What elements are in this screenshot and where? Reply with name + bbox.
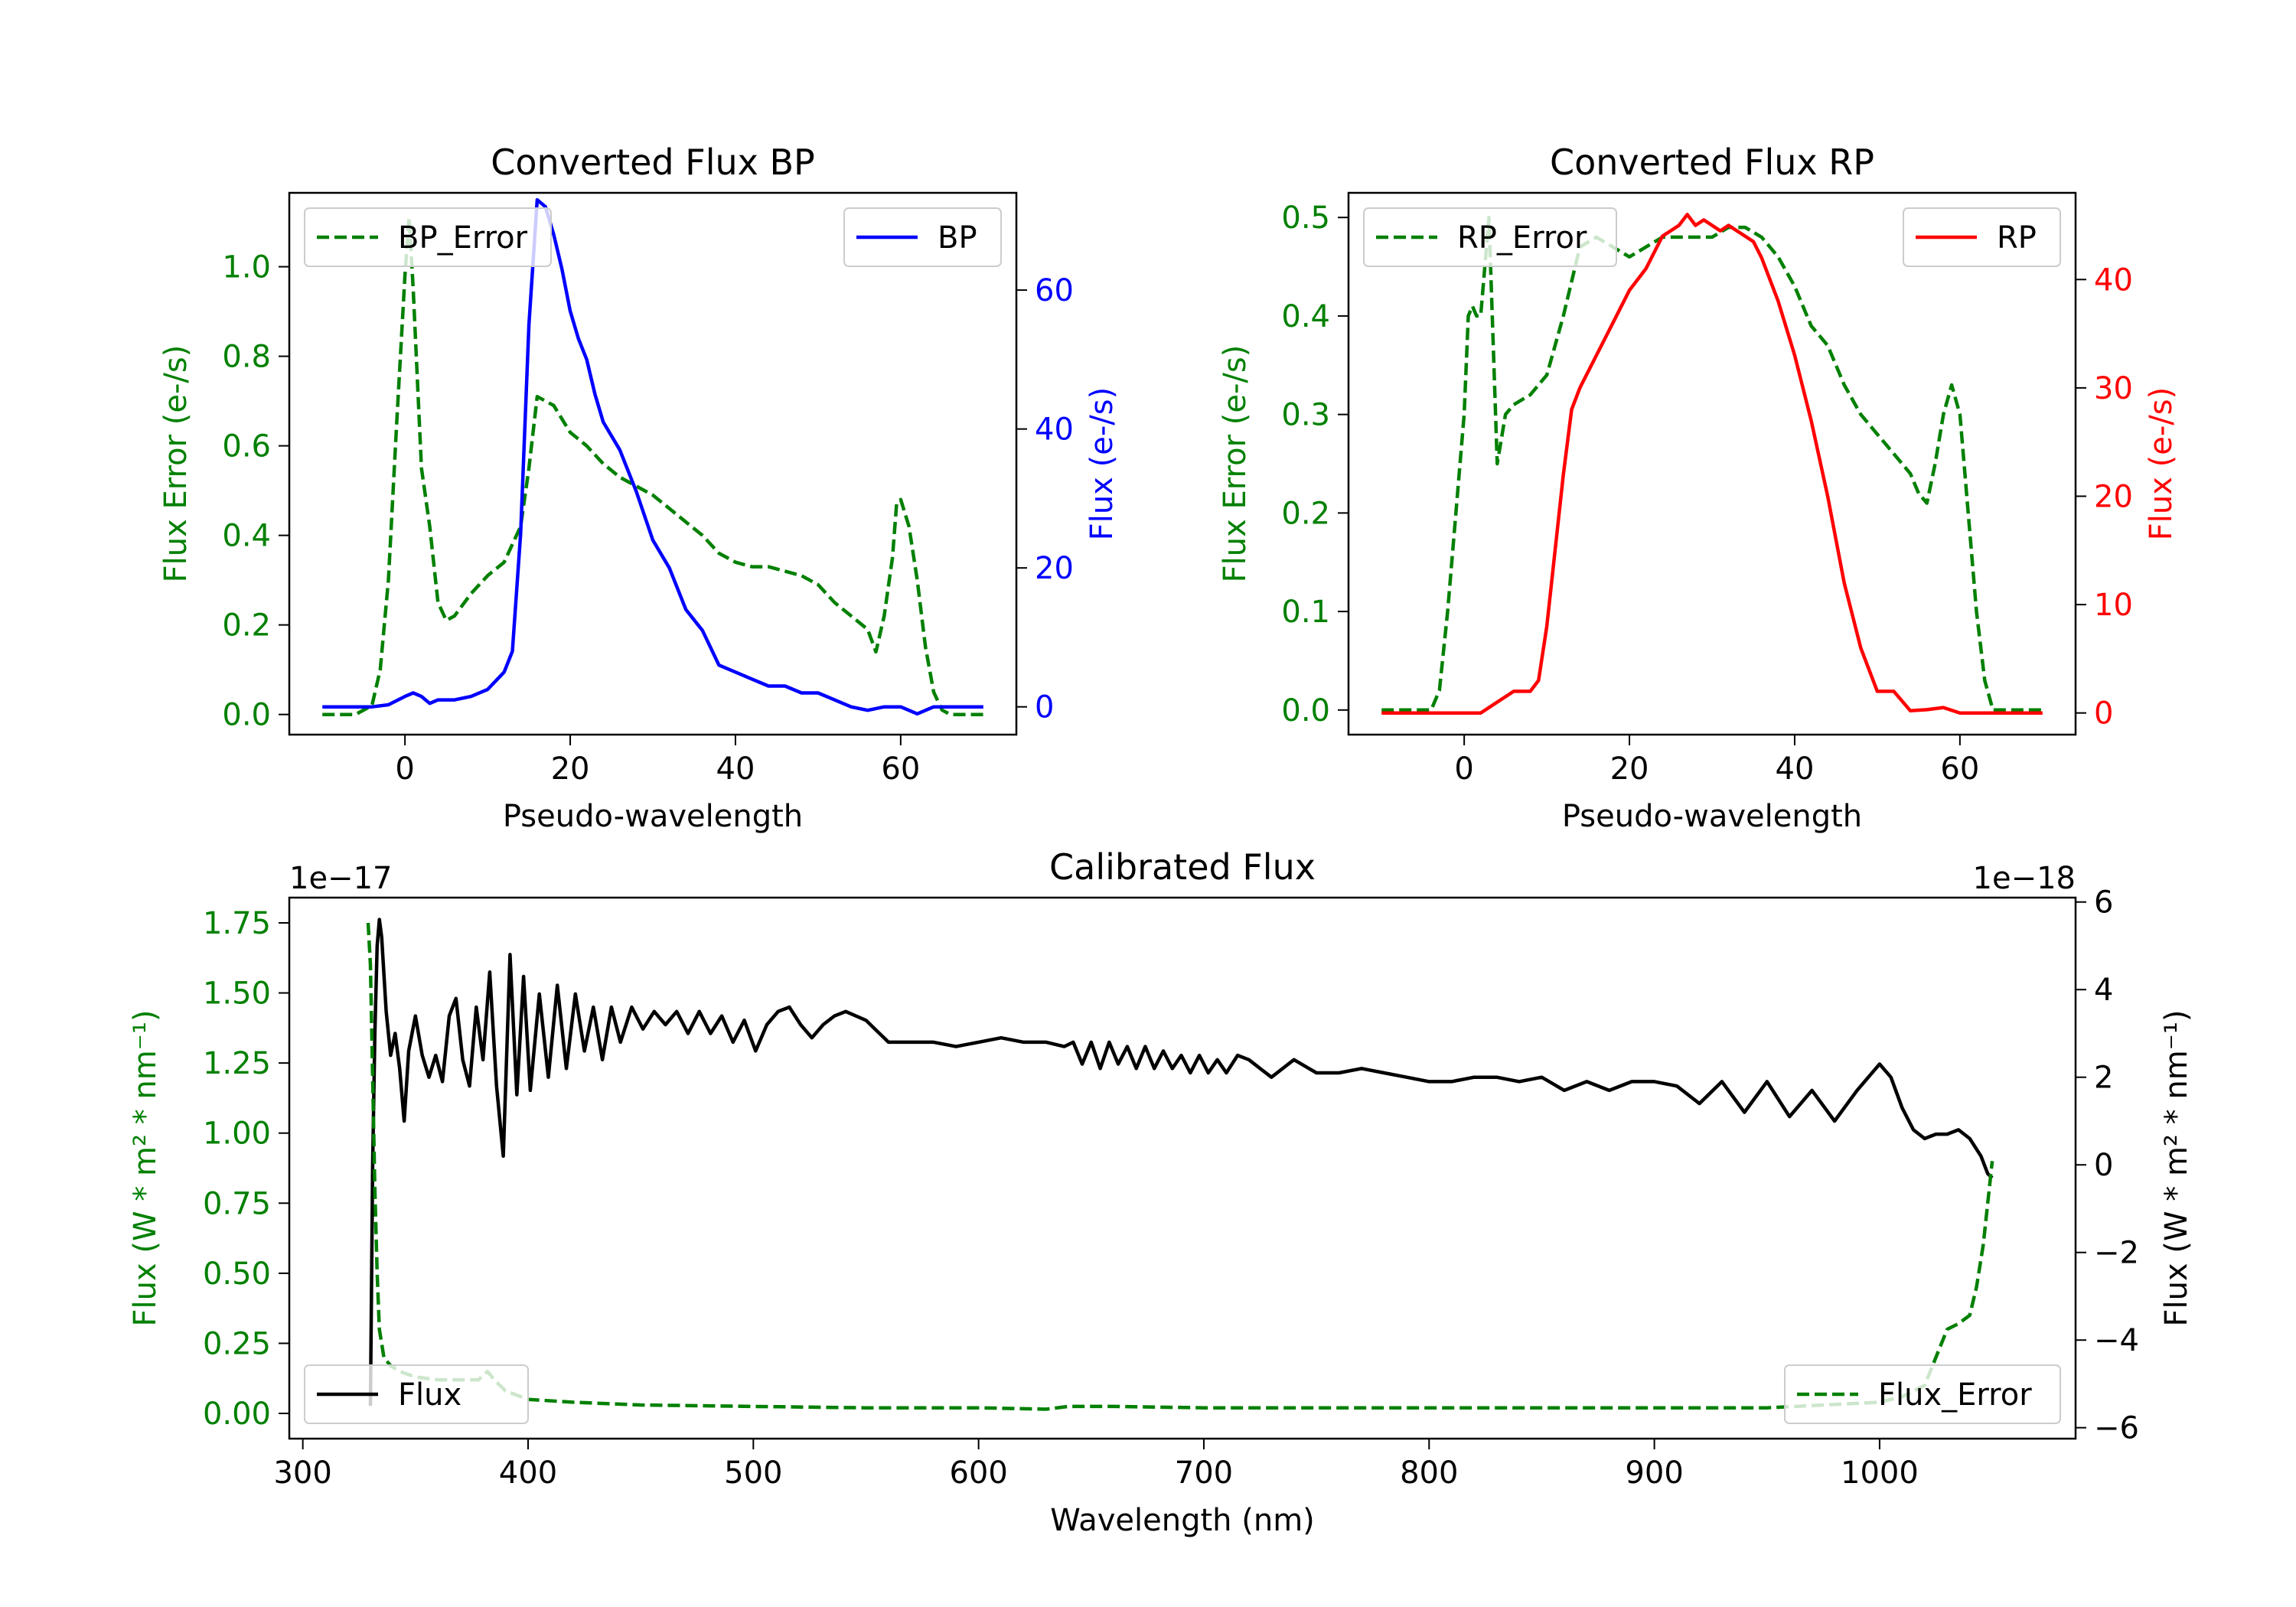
right-tick-label: 20 [1035,551,1074,586]
legend-bp: BP [843,207,1002,267]
right-tick-label: 30 [2094,371,2133,406]
left-tick-label: 1.25 [203,1046,271,1081]
x-tick-label: 0 [395,751,414,787]
chart-title: Converted Flux BP [491,142,815,183]
plot-frame [288,896,2077,1440]
right-tick-label: 0 [1035,690,1054,725]
left-tick-label: 0.0 [1281,693,1330,729]
series-line-flux-error [366,922,1994,1411]
left-tick-label: 1.50 [203,976,271,1012]
legend-label: Flux_Error [1878,1377,2032,1413]
series-line-rp [1381,213,2043,715]
legend-rp-error: RP_Error [1363,207,1617,267]
x-tick-label: 600 [949,1455,1007,1491]
x-tick-label: 800 [1400,1455,1458,1491]
series-line-flux [368,918,1994,1407]
series-line-bp-error [322,215,983,716]
left-axis-label: Flux Error (e-/s) [158,345,194,583]
right-tick-label: −6 [2094,1411,2139,1446]
x-tick-label: 300 [273,1455,331,1491]
x-tick-label: 900 [1625,1455,1683,1491]
right-tick-label: 60 [1035,273,1074,308]
left-tick-label: 0.50 [203,1257,271,1292]
left-tick-label: 0.5 [1281,200,1330,236]
chart-rp: Converted Flux RP 0 20 40 60 Pseudo-wavelengt… [1218,142,2179,834]
left-axis-label: Flux Error (e-/s) [1218,345,1253,583]
legend-bp-error: BP_Error [304,207,552,267]
legend-rp: RP [1903,207,2061,267]
x-axis-label: Pseudo-wavelength [1562,799,1862,834]
left-tick-label: 0.2 [222,608,271,644]
right-tick-label: 6 [2094,885,2113,921]
chart-bp: Converted Flux BP 0 20 40 60 Pseudo-wavelengt… [158,142,1120,834]
right-tick-label: −4 [2094,1323,2139,1358]
x-tick-label: 700 [1175,1455,1233,1491]
x-tick-label: 40 [716,751,755,787]
right-tick-label: 40 [2094,262,2133,298]
legend-box [1784,1364,2061,1424]
x-tick-label: 1000 [1841,1455,1919,1491]
right-tick-label: 10 [2094,588,2133,623]
legend-box [1903,207,2061,267]
x-tick-label: 0 [1454,751,1473,787]
x-tick-label: 400 [499,1455,557,1491]
chart-title: Converted Flux RP [1550,142,1874,183]
chart-cal: Calibrated Flux 300 400 500 600 700 800 900 1000… [128,846,2194,1538]
legend-box [304,1364,529,1424]
right-axis-label: Flux (e-/s) [2144,387,2179,540]
left-tick-label: 1.75 [203,906,271,941]
left-tick-label: 1.0 [222,250,271,285]
right-axis-offset-text: 1e−18 [1973,861,2076,896]
legend-flux: Flux [304,1364,529,1424]
right-tick-label: 20 [2094,479,2133,514]
series-line-bp [322,197,983,716]
left-tick-label: 0.0 [222,698,271,733]
x-tick-label: 60 [881,751,920,787]
left-axis-label: Flux (W * m² * nm⁻¹) [128,1010,163,1327]
right-axis-label: Flux (e-/s) [1084,387,1120,540]
left-tick-label: 0.00 [203,1397,271,1432]
legend-flux-error: Flux_Error [1784,1364,2061,1424]
legend-label: BP_Error [398,220,528,256]
x-tick-label: 500 [724,1455,782,1491]
right-tick-label: −2 [2094,1236,2139,1271]
left-tick-label: 0.1 [1281,595,1330,630]
left-tick-label: 0.4 [222,519,271,554]
legend-box [843,207,1002,267]
right-tick-label: 0 [2094,1148,2113,1183]
right-tick-label: 2 [2094,1061,2113,1096]
right-tick-label: 4 [2094,973,2113,1008]
legend-box [304,207,552,267]
left-tick-label: 0.3 [1281,398,1330,433]
plot-frame [1347,191,2077,736]
left-tick-label: 1.00 [203,1116,271,1152]
left-tick-label: 0.75 [203,1186,271,1221]
chart-title: Calibrated Flux [1049,846,1316,888]
left-tick-label: 0.4 [1281,299,1330,334]
right-tick-label: 0 [2094,696,2113,732]
legend-box [1363,207,1617,267]
legend-label: BP [938,220,977,256]
left-tick-label: 0.25 [203,1326,271,1361]
x-tick-label: 20 [1610,751,1649,787]
x-axis-label: Pseudo-wavelength [503,799,803,834]
right-axis-label: Flux (W * m² * nm⁻¹) [2159,1010,2194,1327]
left-axis-offset-text: 1e−17 [289,861,392,896]
x-tick-label: 20 [551,751,590,787]
x-axis-label: Wavelength (nm) [1050,1503,1315,1538]
legend-label: RP [1997,220,2037,256]
x-tick-label: 40 [1776,751,1815,787]
legend-label: Flux [398,1377,461,1413]
plot-frame [288,191,1018,736]
series-line-rp-error [1381,215,2043,712]
x-tick-label: 60 [1940,751,1979,787]
left-tick-label: 0.8 [222,340,271,375]
left-tick-label: 0.2 [1281,496,1330,531]
left-tick-label: 0.6 [222,429,271,464]
right-tick-label: 40 [1035,412,1074,448]
legend-label: RP_Error [1457,220,1587,256]
